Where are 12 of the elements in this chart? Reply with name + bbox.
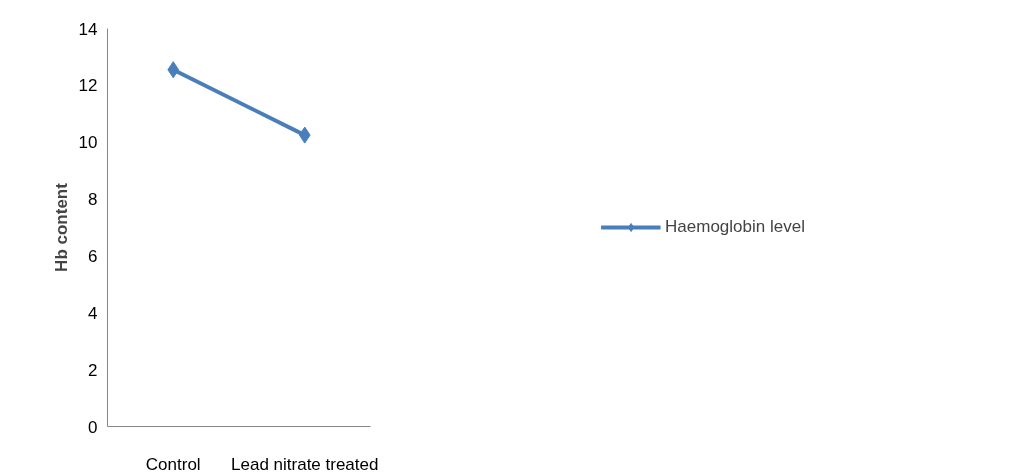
y-tick-label: 0	[88, 417, 98, 437]
y-tick-label: 14	[78, 19, 98, 39]
y-tick-label: 8	[88, 190, 98, 210]
y-tick-label: 2	[88, 360, 98, 380]
legend-label: Haemoglobin level	[665, 217, 805, 237]
y-tick-label: 6	[88, 246, 98, 266]
y-axis-title: Hb content	[51, 182, 71, 272]
y-tick-label: 10	[78, 133, 98, 153]
x-tick-label: Control	[145, 454, 201, 474]
x-tick-label: Lead nitrate treated	[231, 454, 379, 474]
y-tick-label: 4	[88, 303, 98, 323]
y-tick-label: 12	[78, 76, 98, 96]
